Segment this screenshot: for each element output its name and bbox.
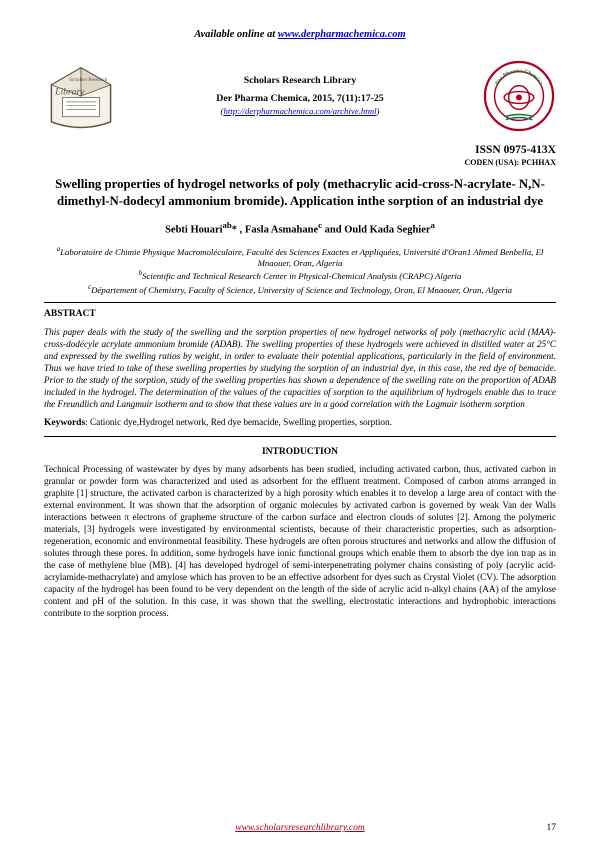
affiliation: bScientific and Technical Research Cente… [54,269,546,282]
archive-line: (http://derpharmachemica.com/archive.htm… [118,106,482,117]
archive-link[interactable]: http://derpharmachemica.com/archive.html [223,106,376,116]
abstract-heading: ABSTRACT [44,309,556,321]
issn-block: ISSN 0975-413X CODEN (USA): PCHHAX [44,143,556,167]
journal-citation: Der Pharma Chemica, 2015, 7(11):17-25 [118,93,482,105]
library-label: Scholars Research Library [118,75,482,87]
available-link[interactable]: www.derpharmachemica.com [278,29,406,40]
divider [44,302,556,303]
logo-right: Der Pharma Chemica [482,59,556,133]
affiliation: cDépartement of Chemistry, Faculty of Sc… [54,283,546,296]
authors: Sebti Houariab* , Fasla Asmahanec and Ou… [44,220,556,237]
available-online: Available online at www.derpharmachemica… [44,28,556,41]
keywords-line: Keywords: Cationic dye,Hydrogel network,… [44,417,556,430]
header-row: Scholars Research Library Scholars Resea… [44,59,556,133]
divider [44,436,556,437]
logo-left: Scholars Research Library [44,59,118,133]
center-meta: Scholars Research Library Der Pharma Che… [118,75,482,117]
keywords-label: Keywords [44,418,85,428]
affiliations: aLaboratoire de Chimie Physique Macromol… [54,245,546,296]
coden: CODEN (USA): PCHHAX [44,158,556,168]
abstract-body: This paper deals with the study of the s… [44,327,556,411]
affiliation: aLaboratoire de Chimie Physique Macromol… [54,245,546,270]
footer-link[interactable]: www.scholarsresearchlibrary.com [235,823,364,833]
introduction-heading: INTRODUCTION [44,447,556,459]
paper-title: Swelling properties of hydrogel networks… [44,176,556,211]
footer: www.scholarsresearchlibrary.com 17 [44,823,556,835]
introduction-body: Technical Processing of wastewater by dy… [44,464,556,619]
issn: ISSN 0975-413X [44,143,556,157]
svg-text:Scholars Research: Scholars Research [69,77,107,83]
available-prefix: Available online at [194,29,278,40]
page-number: 17 [528,823,556,835]
svg-text:Library: Library [54,87,85,98]
keywords-text: : Cationic dye,Hydrogel network, Red dye… [85,417,392,427]
footer-link-wrap: www.scholarsresearchlibrary.com [72,823,528,835]
